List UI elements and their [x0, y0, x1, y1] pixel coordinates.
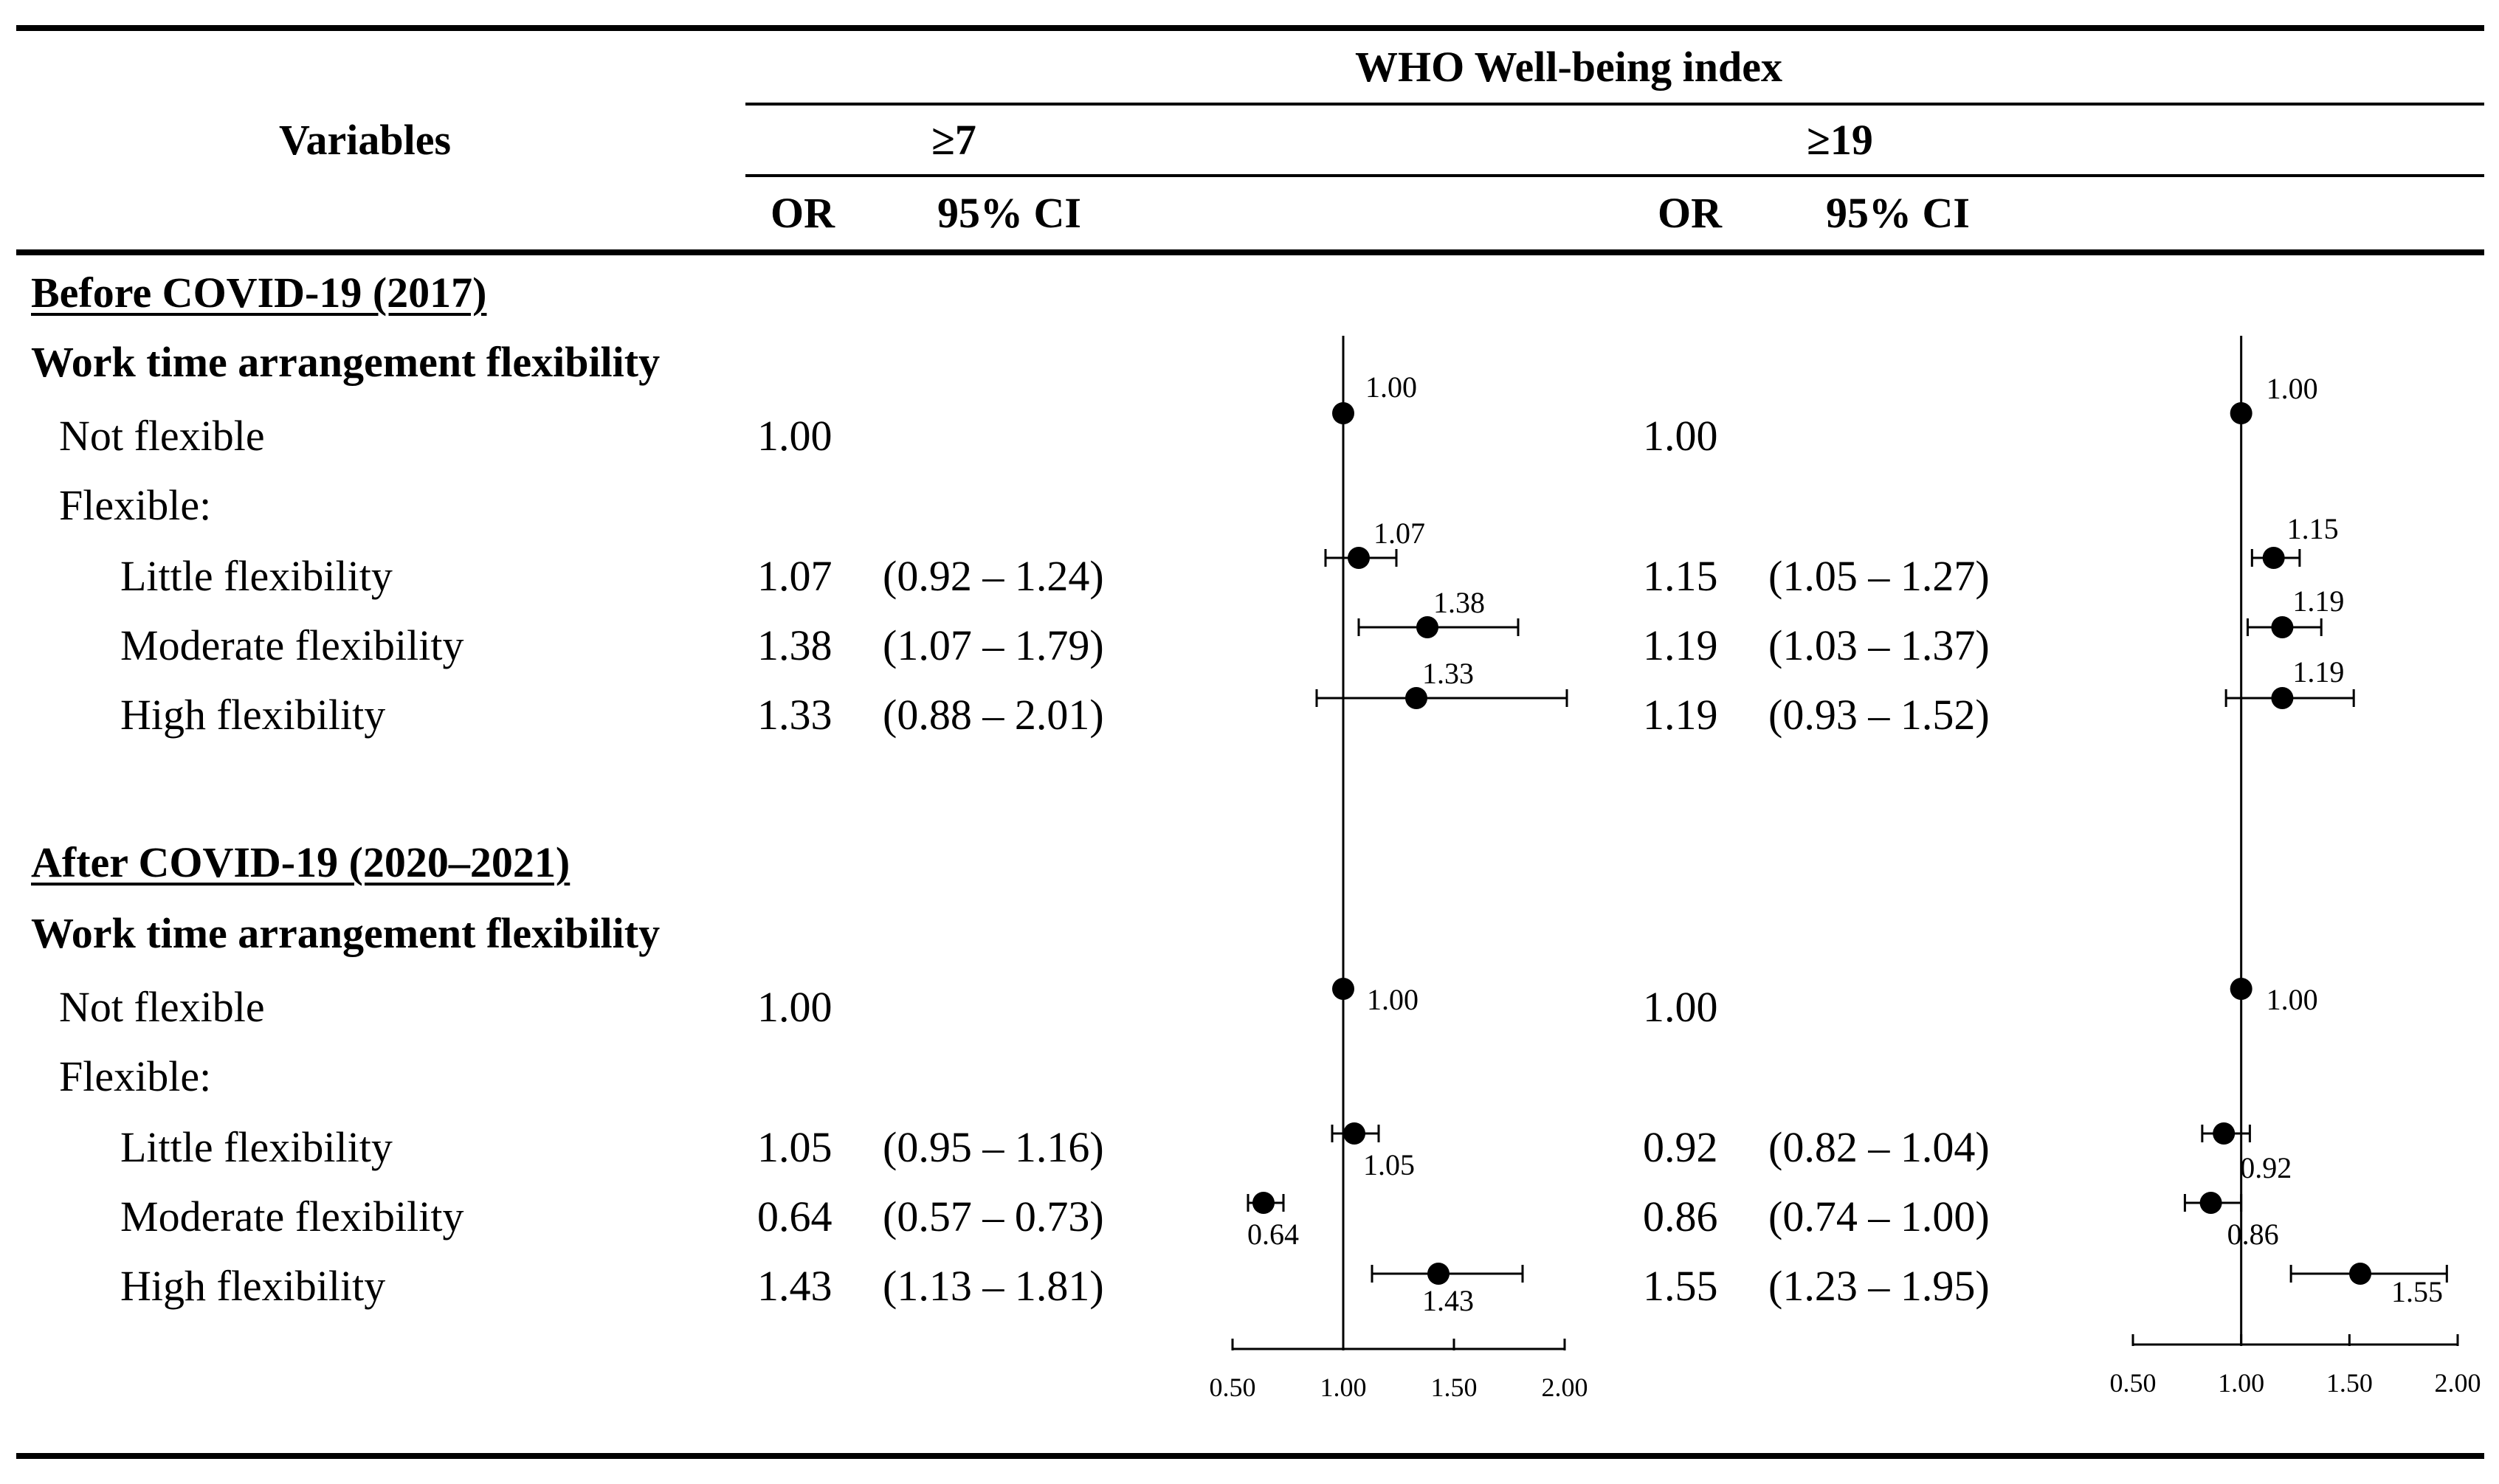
section-title-after: After COVID-19 (2020–2021)	[31, 838, 571, 886]
row-or2: 1.00	[1643, 983, 1718, 1031]
or-point-label: 1.07	[1373, 517, 1425, 550]
row-ci2: (1.23 – 1.95)	[1768, 1262, 1990, 1310]
row-label: Little flexibility	[120, 552, 393, 600]
row-label: Not flexible	[59, 983, 265, 1031]
or-point-label: 1.00	[1367, 983, 1419, 1016]
x-tick-label: 1.00	[1320, 1373, 1367, 1402]
row-ci2: (1.05 – 1.27)	[1768, 552, 1990, 600]
row-ci2: (0.93 – 1.52)	[1768, 691, 1990, 739]
row-or2: 0.86	[1643, 1193, 1718, 1240]
or-point-label: 0.64	[1247, 1218, 1299, 1251]
section-title-before: Before COVID-19 (2017)	[31, 269, 487, 317]
row-or1: 1.43	[757, 1262, 833, 1310]
or-point	[1416, 616, 1438, 638]
index-title: WHO Well-being index	[1355, 43, 1783, 91]
section-subtitle-before: Work time arrangement flexibility	[31, 338, 661, 386]
or-point-label: 1.05	[1363, 1148, 1415, 1181]
or-point	[1343, 1122, 1365, 1145]
group-underline	[745, 174, 2484, 177]
row-label: Flexible:	[59, 1052, 212, 1100]
top-rule	[16, 25, 2484, 31]
or-point	[1405, 687, 1427, 709]
variables-header: Variables	[279, 116, 452, 164]
or-point-label: 1.33	[1422, 657, 1474, 690]
x-tick-label: 2.00	[1542, 1373, 1588, 1402]
row-label: Little flexibility	[120, 1123, 393, 1171]
or-point	[1348, 547, 1370, 569]
or-point-label: 0.92	[2240, 1151, 2292, 1184]
or-point	[2199, 1192, 2222, 1214]
or-point-label: 1.15	[2287, 512, 2339, 545]
row-or1: 0.64	[757, 1193, 833, 1240]
or-point-label: 1.00	[2267, 983, 2318, 1016]
x-tick-label: 1.50	[2326, 1368, 2373, 1398]
row-ci1: (0.95 – 1.16)	[883, 1123, 1104, 1171]
row-or1: 1.33	[757, 691, 833, 739]
or-point	[2349, 1263, 2371, 1285]
header-bottom-rule	[16, 249, 2484, 255]
row-label: Flexible:	[59, 481, 212, 529]
row-label: High flexibility	[120, 1262, 386, 1310]
row-ci1: (1.13 – 1.81)	[883, 1262, 1104, 1310]
or-point	[2230, 978, 2252, 1000]
row-ci2: (1.03 – 1.37)	[1768, 621, 1990, 669]
row-ci1: (0.88 – 2.01)	[883, 691, 1104, 739]
or-point	[2271, 616, 2294, 638]
x-tick-label: 0.50	[1210, 1373, 1256, 1402]
row-or2: 1.15	[1643, 552, 1718, 600]
row-or2: 0.92	[1643, 1123, 1718, 1171]
row-label: Moderate flexibility	[120, 1193, 464, 1240]
ci-header-group1: 95% CI	[937, 189, 1081, 237]
or-point	[1252, 1192, 1275, 1214]
or-point-label: 1.55	[2391, 1275, 2443, 1308]
row-or1: 1.07	[757, 552, 833, 600]
row-or2: 1.55	[1643, 1262, 1718, 1310]
or-point-label: 1.19	[2292, 584, 2344, 618]
or-point	[2271, 687, 2294, 709]
or-point-label: 1.19	[2292, 655, 2344, 688]
row-or1: 1.00	[757, 983, 833, 1031]
row-label: Moderate flexibility	[120, 621, 464, 669]
ci-header-group2: 95% CI	[1826, 189, 1970, 237]
group1-header: ≥7	[931, 116, 976, 164]
or-point-label: 1.38	[1433, 586, 1485, 619]
or-header-group2: OR	[1658, 189, 1722, 237]
row-or1: 1.00	[757, 412, 833, 460]
group2-header: ≥19	[1807, 116, 1873, 164]
x-tick-label: 1.50	[1431, 1373, 1478, 1402]
row-or2: 1.19	[1643, 621, 1718, 669]
row-ci1: (1.07 – 1.79)	[883, 621, 1104, 669]
or-point	[1332, 978, 1354, 1000]
index-underline	[745, 103, 2484, 106]
x-tick-label: 2.00	[2435, 1368, 2481, 1398]
x-tick-label: 1.00	[2218, 1368, 2264, 1398]
or-point	[2262, 547, 2285, 569]
row-or2: 1.19	[1643, 691, 1718, 739]
or-point-label: 0.86	[2227, 1218, 2279, 1251]
or-point-label: 1.00	[2267, 372, 2318, 405]
section-subtitle-after: Work time arrangement flexibility	[31, 909, 661, 957]
row-ci1: (0.92 – 1.24)	[883, 552, 1104, 600]
or-point	[1332, 402, 1354, 424]
or-point	[2213, 1122, 2236, 1145]
row-or1: 1.38	[757, 621, 833, 669]
row-ci2: (0.74 – 1.00)	[1768, 1193, 1990, 1240]
x-tick-label: 0.50	[2110, 1368, 2157, 1398]
row-ci1: (0.57 – 0.73)	[883, 1193, 1104, 1240]
row-ci2: (0.82 – 1.04)	[1768, 1123, 1990, 1171]
row-or1: 1.05	[757, 1123, 833, 1171]
or-point-label: 1.43	[1422, 1284, 1474, 1317]
bottom-rule	[16, 1453, 2484, 1459]
row-or2: 1.00	[1643, 412, 1718, 460]
row-label: High flexibility	[120, 691, 386, 739]
or-point	[2230, 402, 2252, 424]
or-point	[1427, 1263, 1450, 1285]
or-header-group1: OR	[771, 189, 835, 237]
row-label: Not flexible	[59, 412, 265, 460]
or-point-label: 1.00	[1365, 370, 1417, 404]
